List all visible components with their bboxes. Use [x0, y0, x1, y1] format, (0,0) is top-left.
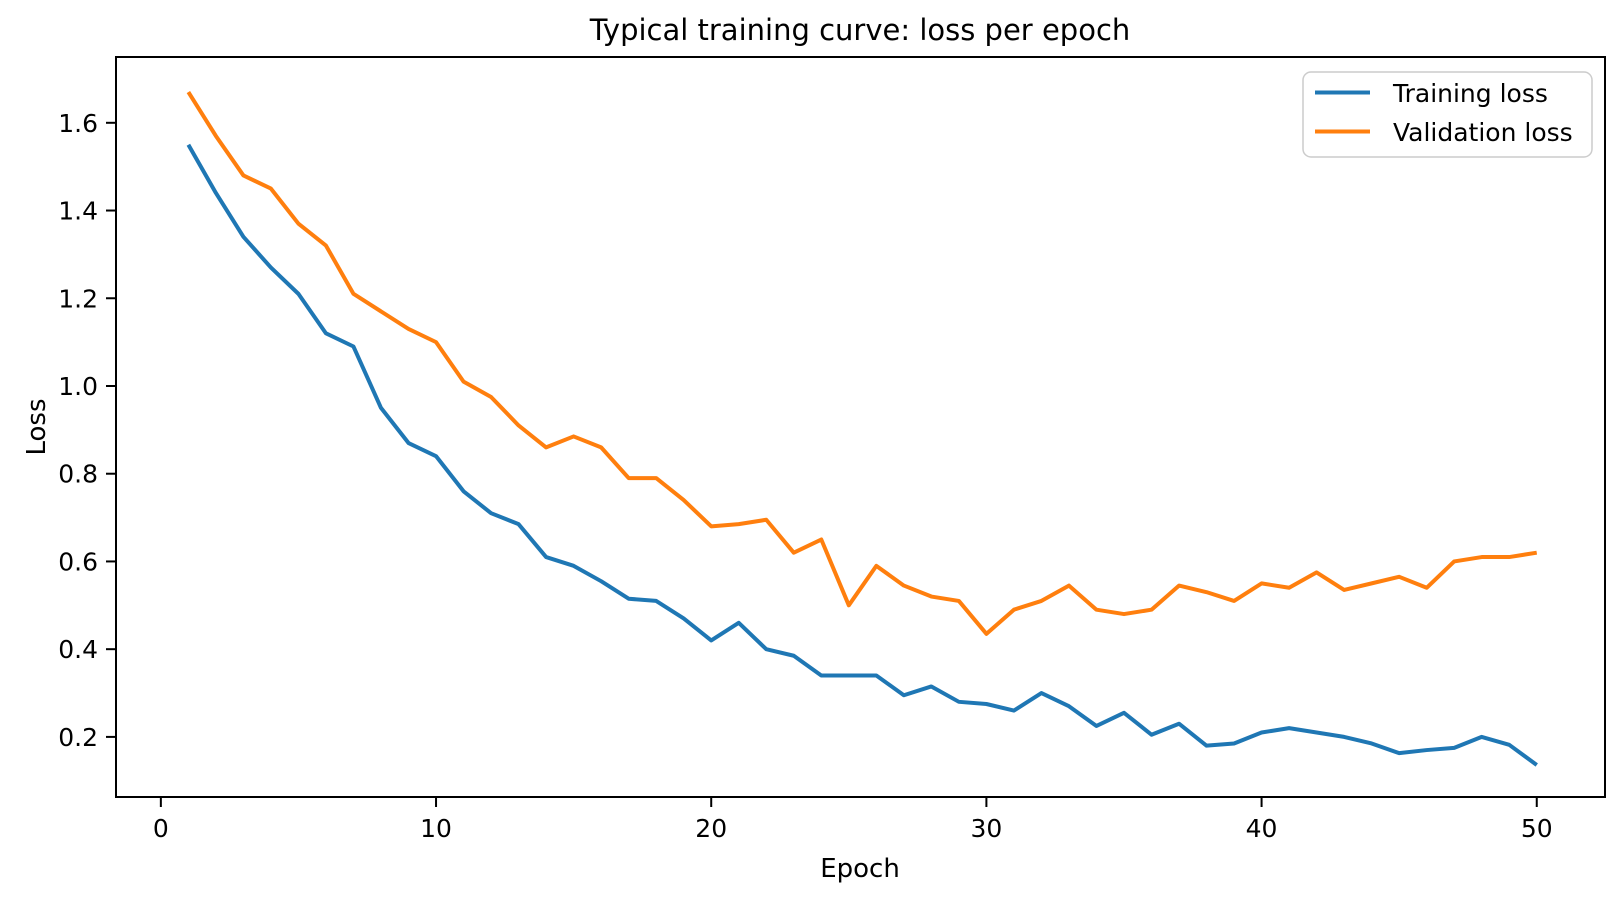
y-tick-label: 1.0	[58, 372, 98, 401]
x-axis: 0 10 20 30 40 50	[153, 797, 1553, 843]
legend-item-validation: Validation loss	[1315, 118, 1573, 147]
legend-frame	[1302, 71, 1593, 158]
chart-title: Typical training curve: loss per epoch	[589, 13, 1131, 47]
x-axis-label: Epoch	[820, 854, 900, 884]
y-tick-label: 1.2	[58, 284, 98, 313]
legend: Training loss Validation loss	[1302, 71, 1593, 158]
series-group	[186, 91, 1538, 767]
plot-area	[115, 56, 1606, 798]
y-axis: 0.2 0.4 0.6 0.8 1.0 1.2 1.4 1.6	[58, 109, 116, 752]
validation-loss-line	[186, 91, 1538, 636]
x-tick-label: 40	[1246, 814, 1278, 843]
training-loss-line	[186, 143, 1538, 767]
y-tick-label: 0.6	[58, 547, 98, 576]
y-tick-label: 1.4	[58, 197, 98, 226]
x-tick-label: 20	[695, 814, 727, 843]
y-tick-label: 1.6	[58, 109, 98, 138]
y-tick-label: 0.2	[58, 723, 98, 752]
x-tick-label: 30	[970, 814, 1002, 843]
legend-item-training: Training loss	[1315, 79, 1548, 108]
y-tick-label: 0.4	[58, 635, 98, 664]
legend-label-validation: Validation loss	[1393, 118, 1573, 147]
x-tick-label: 10	[420, 814, 452, 843]
y-tick-label: 0.8	[58, 460, 98, 489]
x-tick-label: 50	[1521, 814, 1553, 843]
x-tick-label: 0	[153, 814, 169, 843]
y-axis-label: Loss	[22, 398, 52, 455]
legend-label-training: Training loss	[1392, 79, 1548, 108]
